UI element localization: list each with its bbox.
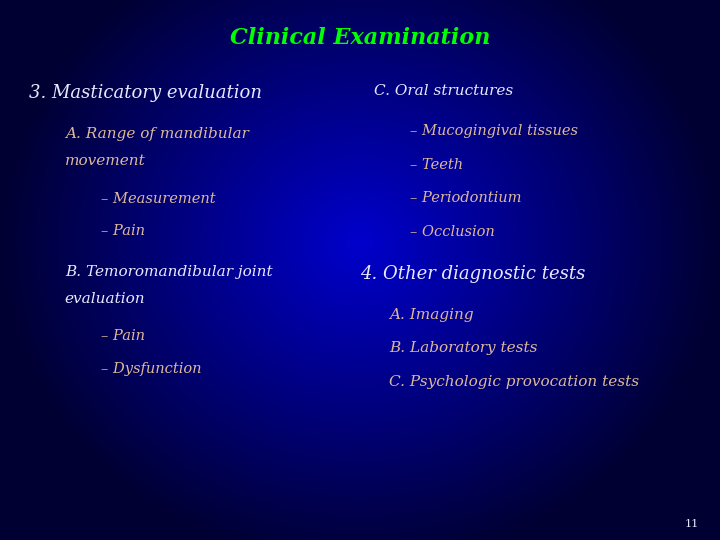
Text: 3. Masticatory evaluation: 3. Masticatory evaluation <box>29 84 262 102</box>
Text: – Occlusion: – Occlusion <box>410 225 495 239</box>
Text: – Periodontium: – Periodontium <box>410 191 522 205</box>
Text: – Teeth: – Teeth <box>410 158 464 172</box>
Text: – Mucogingival tissues: – Mucogingival tissues <box>410 124 578 138</box>
Text: A. Range of mandibular: A. Range of mandibular <box>65 127 248 141</box>
Text: B. Temoromandibular joint: B. Temoromandibular joint <box>65 265 272 279</box>
Text: – Dysfunction: – Dysfunction <box>101 362 202 376</box>
Text: Clinical Examination: Clinical Examination <box>230 27 490 49</box>
Text: B. Laboratory tests: B. Laboratory tests <box>389 341 537 355</box>
Text: A. Imaging: A. Imaging <box>389 308 474 322</box>
Text: – Pain: – Pain <box>101 329 145 343</box>
Text: 11: 11 <box>684 519 698 529</box>
Text: evaluation: evaluation <box>65 292 145 306</box>
Text: movement: movement <box>65 154 145 168</box>
Text: – Pain: – Pain <box>101 224 145 238</box>
Text: C. Psychologic provocation tests: C. Psychologic provocation tests <box>389 375 639 389</box>
Text: 4. Other diagnostic tests: 4. Other diagnostic tests <box>360 265 585 282</box>
Text: C. Oral structures: C. Oral structures <box>374 84 513 98</box>
Text: – Measurement: – Measurement <box>101 192 215 206</box>
